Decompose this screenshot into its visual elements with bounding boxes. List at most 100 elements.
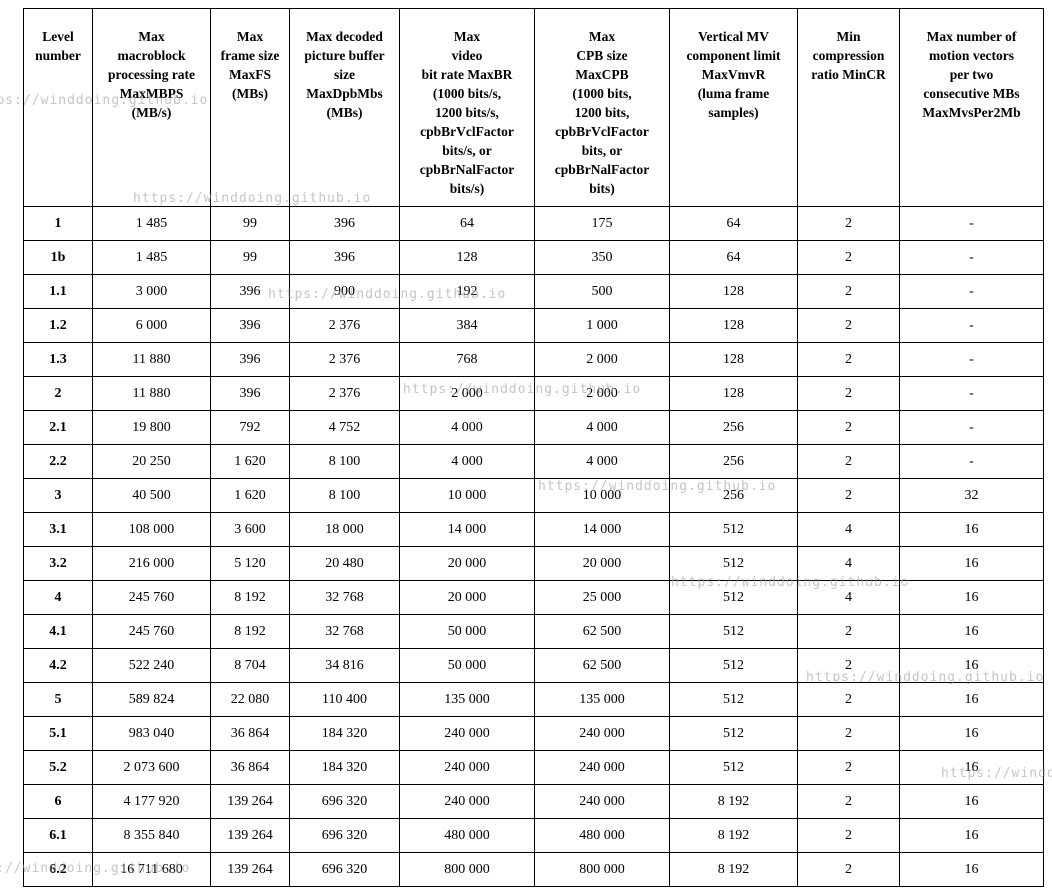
level-number-cell: 1.2 [23, 308, 93, 343]
value-cell: 2 [797, 682, 900, 717]
value-cell: 50 000 [399, 648, 535, 683]
value-cell: - [899, 444, 1044, 479]
value-cell: 64 [669, 206, 798, 241]
value-cell: 512 [669, 682, 798, 717]
value-cell: 99 [210, 206, 290, 241]
level-number-cell: 5 [23, 682, 93, 717]
value-cell: 2 [797, 648, 900, 683]
value-cell: 8 100 [289, 478, 400, 513]
value-cell: 2 376 [289, 308, 400, 343]
value-cell: 64 [669, 240, 798, 275]
level-number-cell: 6 [23, 784, 93, 819]
value-cell: 1 620 [210, 478, 290, 513]
value-cell: 396 [289, 206, 400, 241]
value-cell: 2 [797, 206, 900, 241]
value-cell: 983 040 [92, 716, 211, 751]
value-cell: 2 [797, 784, 900, 819]
column-header: Max frame size MaxFS (MBs) [210, 8, 290, 207]
value-cell: 512 [669, 614, 798, 649]
table-row: 5.2 2 073 600 36 864 184 320 240 000 240 000 5… [23, 750, 1044, 785]
table-row: 4.2 522 240 8 704 34 816 50 000 62 500 512 2 16 [23, 648, 1044, 683]
value-cell: 34 816 [289, 648, 400, 683]
value-cell: 2 [797, 478, 900, 513]
value-cell: 696 320 [289, 818, 400, 853]
level-number-cell: 1.1 [23, 274, 93, 309]
table-row: 6.1 8 355 840 139 264 696 320 480 000 480 000… [23, 818, 1044, 853]
value-cell: 14 000 [534, 512, 670, 547]
table-row: 3.2 216 000 5 120 20 480 20 000 20 000 512 4 16 [23, 546, 1044, 581]
value-cell: 6 000 [92, 308, 211, 343]
value-cell: 22 080 [210, 682, 290, 717]
value-cell: 2 073 600 [92, 750, 211, 785]
value-cell: 128 [669, 342, 798, 377]
value-cell: 512 [669, 648, 798, 683]
value-cell: 900 [289, 274, 400, 309]
value-cell: 2 [797, 444, 900, 479]
value-cell: 512 [669, 716, 798, 751]
value-cell: 2 000 [399, 376, 535, 411]
value-cell: 40 500 [92, 478, 211, 513]
level-number-cell: 1.3 [23, 342, 93, 377]
value-cell: 396 [289, 240, 400, 275]
value-cell: 800 000 [399, 852, 535, 887]
value-cell: 8 192 [669, 818, 798, 853]
value-cell: 8 704 [210, 648, 290, 683]
value-cell: 16 711 680 [92, 852, 211, 887]
value-cell: 16 [899, 580, 1044, 615]
value-cell: 20 000 [399, 546, 535, 581]
value-cell: 184 320 [289, 716, 400, 751]
level-number-cell: 3 [23, 478, 93, 513]
value-cell: 32 768 [289, 614, 400, 649]
value-cell: 16 [899, 648, 1044, 683]
value-cell: 16 [899, 852, 1044, 887]
value-cell: 2 000 [534, 376, 670, 411]
value-cell: 32 [899, 478, 1044, 513]
level-number-cell: 6.2 [23, 852, 93, 887]
value-cell: 8 192 [669, 852, 798, 887]
value-cell: 1 000 [534, 308, 670, 343]
level-number-cell: 5.2 [23, 750, 93, 785]
value-cell: 240 000 [399, 716, 535, 751]
value-cell: 10 000 [399, 478, 535, 513]
header-row: Level number Max macroblock processing ra… [23, 8, 1044, 207]
value-cell: 256 [669, 478, 798, 513]
column-header: Max number of motion vectors per two con… [899, 8, 1044, 207]
value-cell: 2 [797, 240, 900, 275]
value-cell: 4 [797, 546, 900, 581]
value-cell: 792 [210, 410, 290, 445]
value-cell: 4 000 [399, 410, 535, 445]
value-cell: 512 [669, 580, 798, 615]
value-cell: 2 [797, 410, 900, 445]
value-cell: 512 [669, 750, 798, 785]
value-cell: 4 177 920 [92, 784, 211, 819]
value-cell: 800 000 [534, 852, 670, 887]
table-row: 1.1 3 000 396 900 192 500 128 2- [23, 274, 1044, 309]
table-row: 1b 1 485 99 396 128 350 64 2- [23, 240, 1044, 275]
value-cell: 10 000 [534, 478, 670, 513]
value-cell: 36 864 [210, 750, 290, 785]
value-cell: 2 [797, 852, 900, 887]
value-cell: 14 000 [399, 512, 535, 547]
value-cell: 240 000 [534, 784, 670, 819]
value-cell: 128 [669, 308, 798, 343]
value-cell: 2 000 [534, 342, 670, 377]
table-row: 5.1 983 040 36 864 184 320 240 000 240 000 512… [23, 716, 1044, 751]
level-number-cell: 4.1 [23, 614, 93, 649]
table-row: 1.3 11 880 396 2 376 768 2 000 128 2- [23, 342, 1044, 377]
column-header: Max macroblock processing rate MaxMBPS (… [92, 8, 211, 207]
value-cell: 522 240 [92, 648, 211, 683]
value-cell: 2 [797, 308, 900, 343]
value-cell: - [899, 206, 1044, 241]
value-cell: 4 000 [399, 444, 535, 479]
value-cell: 1 485 [92, 240, 211, 275]
value-cell: 5 120 [210, 546, 290, 581]
value-cell: 500 [534, 274, 670, 309]
value-cell: 2 376 [289, 376, 400, 411]
value-cell: 25 000 [534, 580, 670, 615]
table-row: 1.2 6 000 396 2 376 384 1 000 128 2- [23, 308, 1044, 343]
column-header: Min compression ratio MinCR [797, 8, 900, 207]
value-cell: 384 [399, 308, 535, 343]
value-cell: 8 100 [289, 444, 400, 479]
